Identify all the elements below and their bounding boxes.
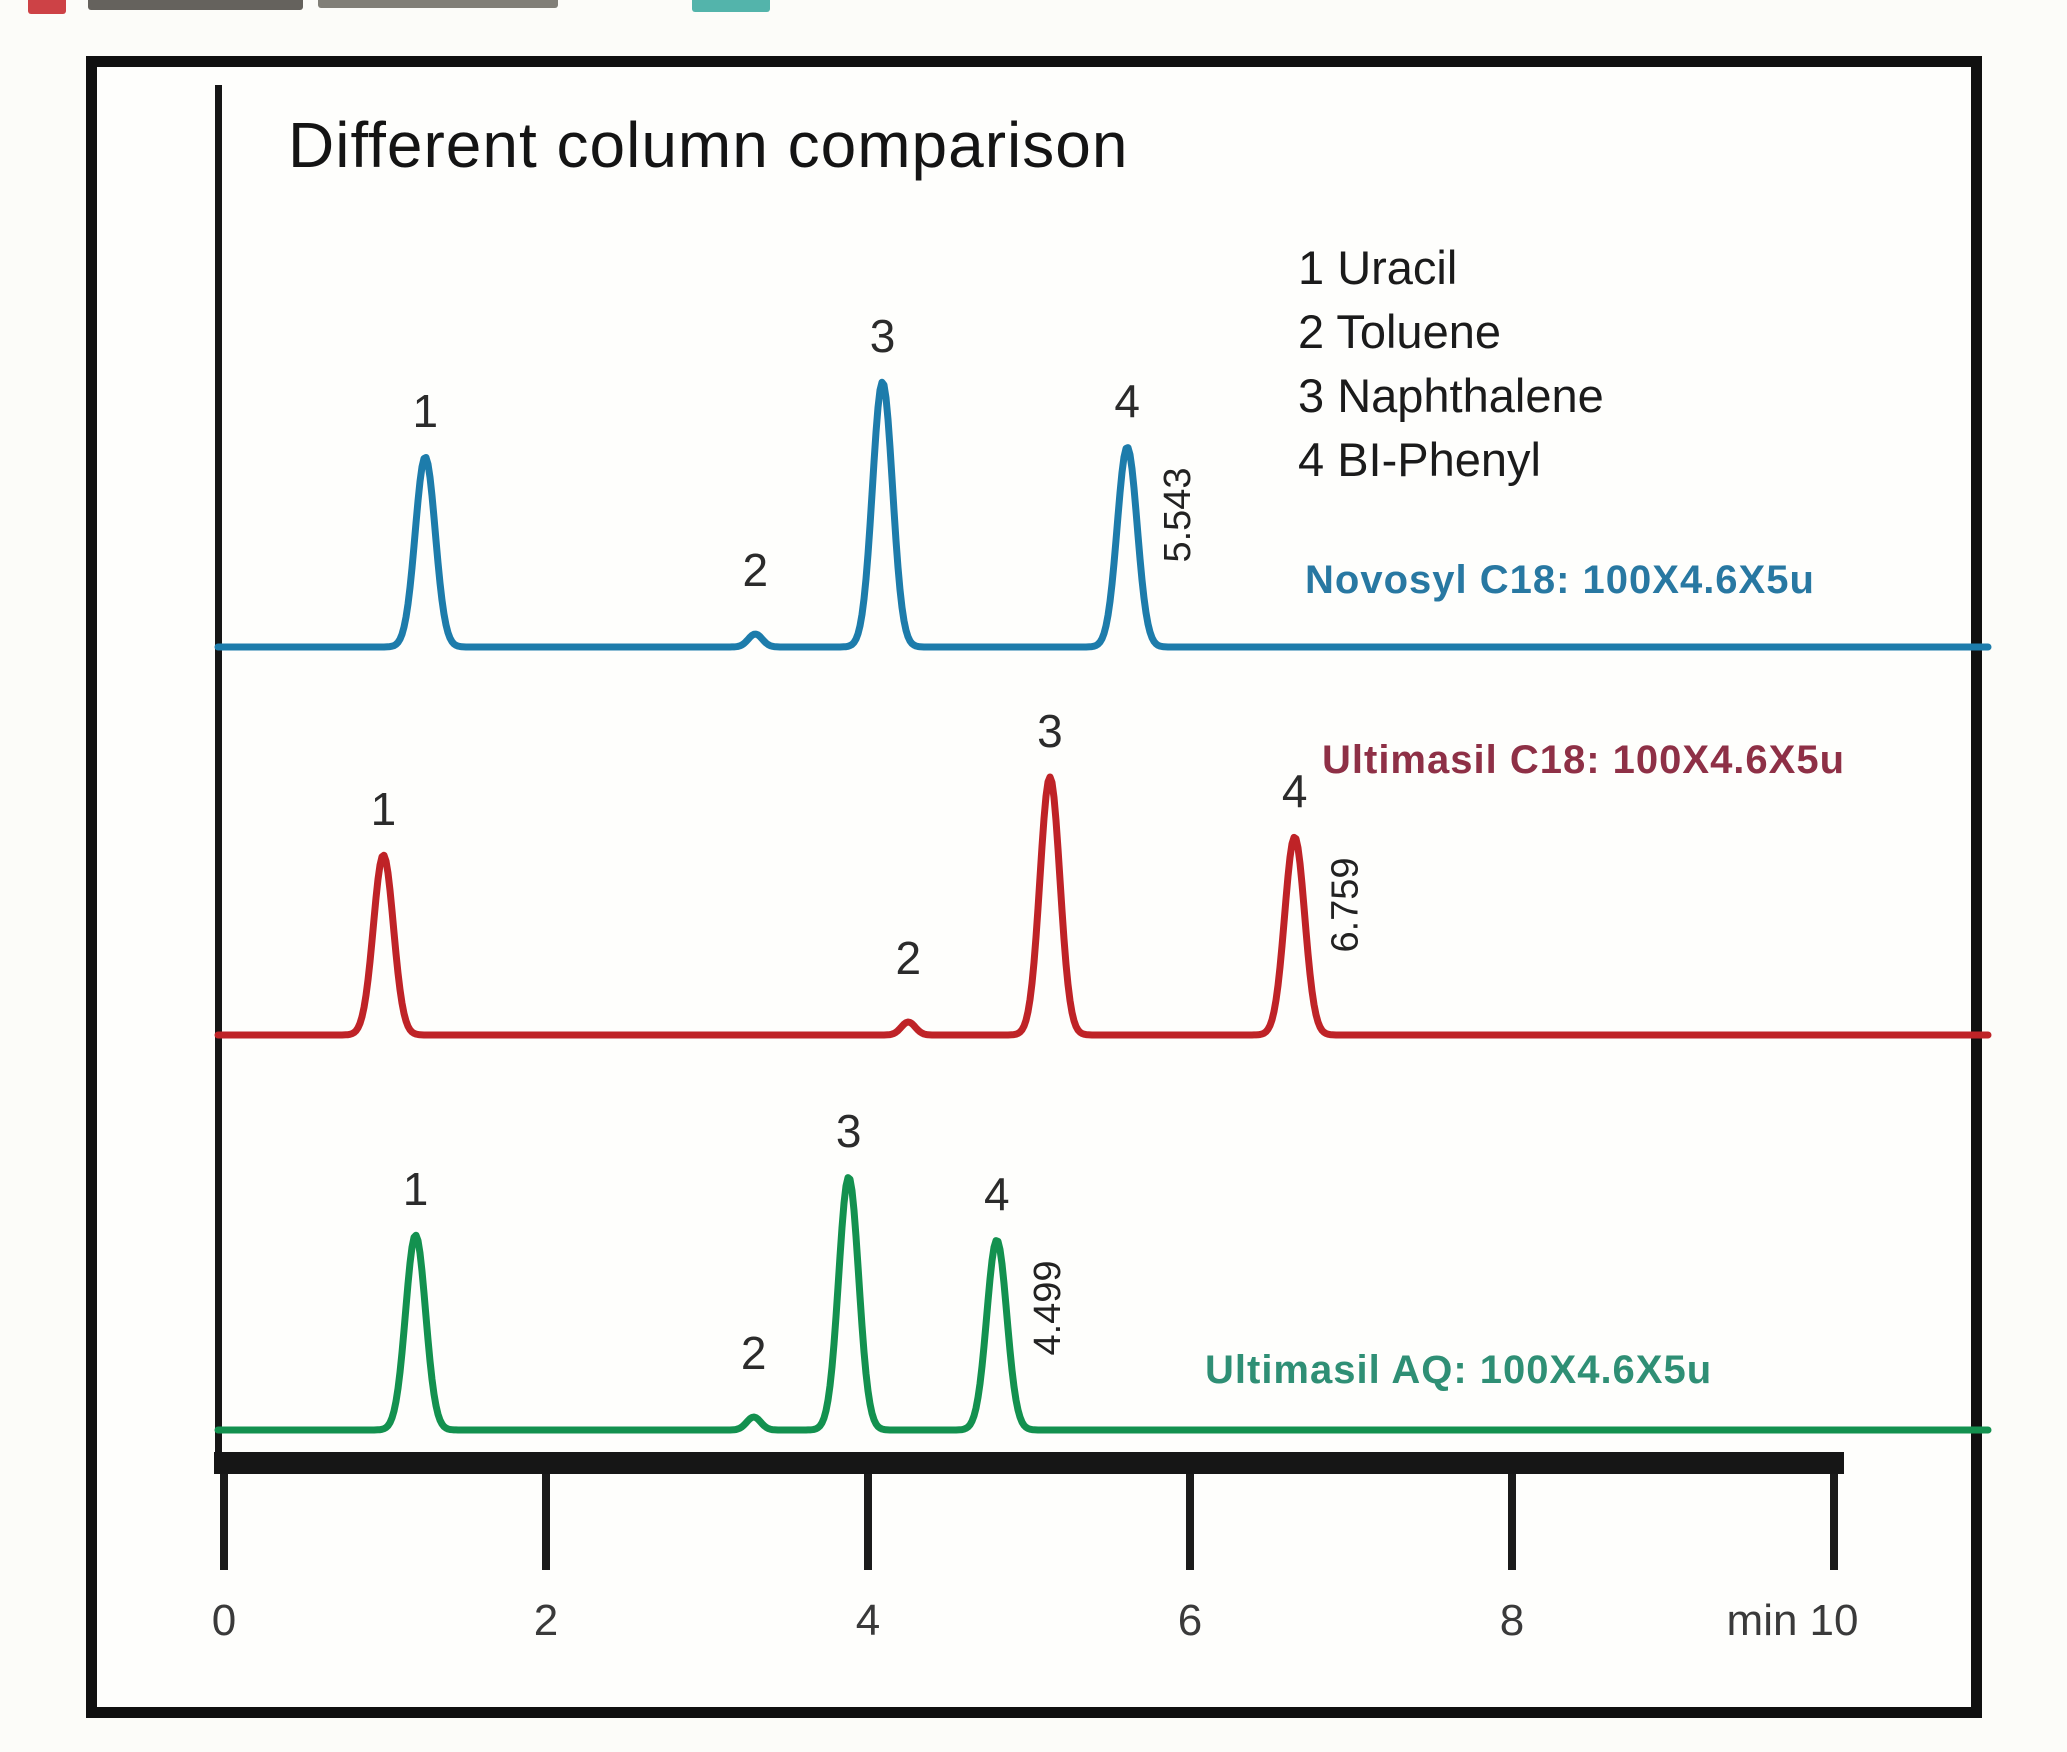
x-axis-tick bbox=[220, 1474, 228, 1570]
screen-edge-artifact bbox=[88, 0, 303, 10]
series-label-novosyl-c18: Novosyl C18: 100X4.6X5u bbox=[1305, 558, 1815, 602]
x-tick-label: 10 bbox=[1809, 1596, 1859, 1645]
x-axis-tick bbox=[1186, 1474, 1194, 1570]
screen-edge-artifact bbox=[318, 0, 558, 8]
peak-number-label: 3 bbox=[836, 1105, 862, 1157]
x-tick-label: 8 bbox=[1499, 1596, 1525, 1645]
x-axis-tick bbox=[1830, 1474, 1838, 1570]
peak-number-label: 2 bbox=[895, 932, 921, 984]
y-axis-line bbox=[215, 85, 222, 1470]
retention-time-label: 4.499 bbox=[1027, 1260, 1069, 1355]
figure-frame bbox=[86, 56, 1982, 1718]
peak-number-label: 1 bbox=[412, 385, 438, 437]
x-axis-tick bbox=[542, 1474, 550, 1570]
legend-item: 2 Toluene bbox=[1298, 305, 1501, 358]
x-axis-line bbox=[214, 1452, 1844, 1474]
screen-edge-artifact bbox=[692, 0, 770, 12]
peak-number-label: 4 bbox=[1282, 765, 1308, 817]
peak-number-label: 4 bbox=[1114, 375, 1140, 427]
peak-number-label: 1 bbox=[371, 783, 397, 835]
chromatogram-trace bbox=[214, 773, 1992, 1039]
retention-time-label: 5.543 bbox=[1157, 467, 1199, 562]
chart-title: Different column comparison bbox=[288, 109, 1129, 181]
x-axis-unit-label: min bbox=[1726, 1596, 1798, 1645]
chromatogram-trace bbox=[214, 378, 1992, 651]
legend-item: 1 Uracil bbox=[1298, 241, 1458, 294]
x-tick-label: 4 bbox=[855, 1596, 881, 1645]
peak-number-label: 2 bbox=[741, 1327, 767, 1379]
chromatogram-trace bbox=[214, 1174, 1992, 1434]
peak-number-label: 3 bbox=[1037, 705, 1063, 757]
x-tick-label: 2 bbox=[533, 1596, 559, 1645]
series-label-ultimasil-c18: Ultimasil C18: 100X4.6X5u bbox=[1322, 738, 1846, 782]
retention-time-label: 6.759 bbox=[1325, 857, 1367, 952]
screen-edge-artifact bbox=[28, 0, 66, 14]
peak-number-label: 3 bbox=[870, 310, 896, 362]
peak-number-label: 2 bbox=[743, 544, 769, 596]
x-axis-tick bbox=[864, 1474, 872, 1570]
series-label-ultimasil-aq: Ultimasil AQ: 100X4.6X5u bbox=[1205, 1348, 1713, 1392]
peak-number-label: 1 bbox=[403, 1163, 429, 1215]
x-tick-label: 6 bbox=[1177, 1596, 1203, 1645]
peak-legend: 1 Uracil 2 Toluene 3 Naphthalene 4 BI-Ph… bbox=[1298, 236, 1604, 492]
legend-item: 4 BI-Phenyl bbox=[1298, 433, 1541, 486]
legend-item: 3 Naphthalene bbox=[1298, 369, 1604, 422]
peak-number-label: 4 bbox=[984, 1168, 1010, 1220]
x-tick-label: 0 bbox=[211, 1596, 237, 1645]
x-axis-tick bbox=[1508, 1474, 1516, 1570]
